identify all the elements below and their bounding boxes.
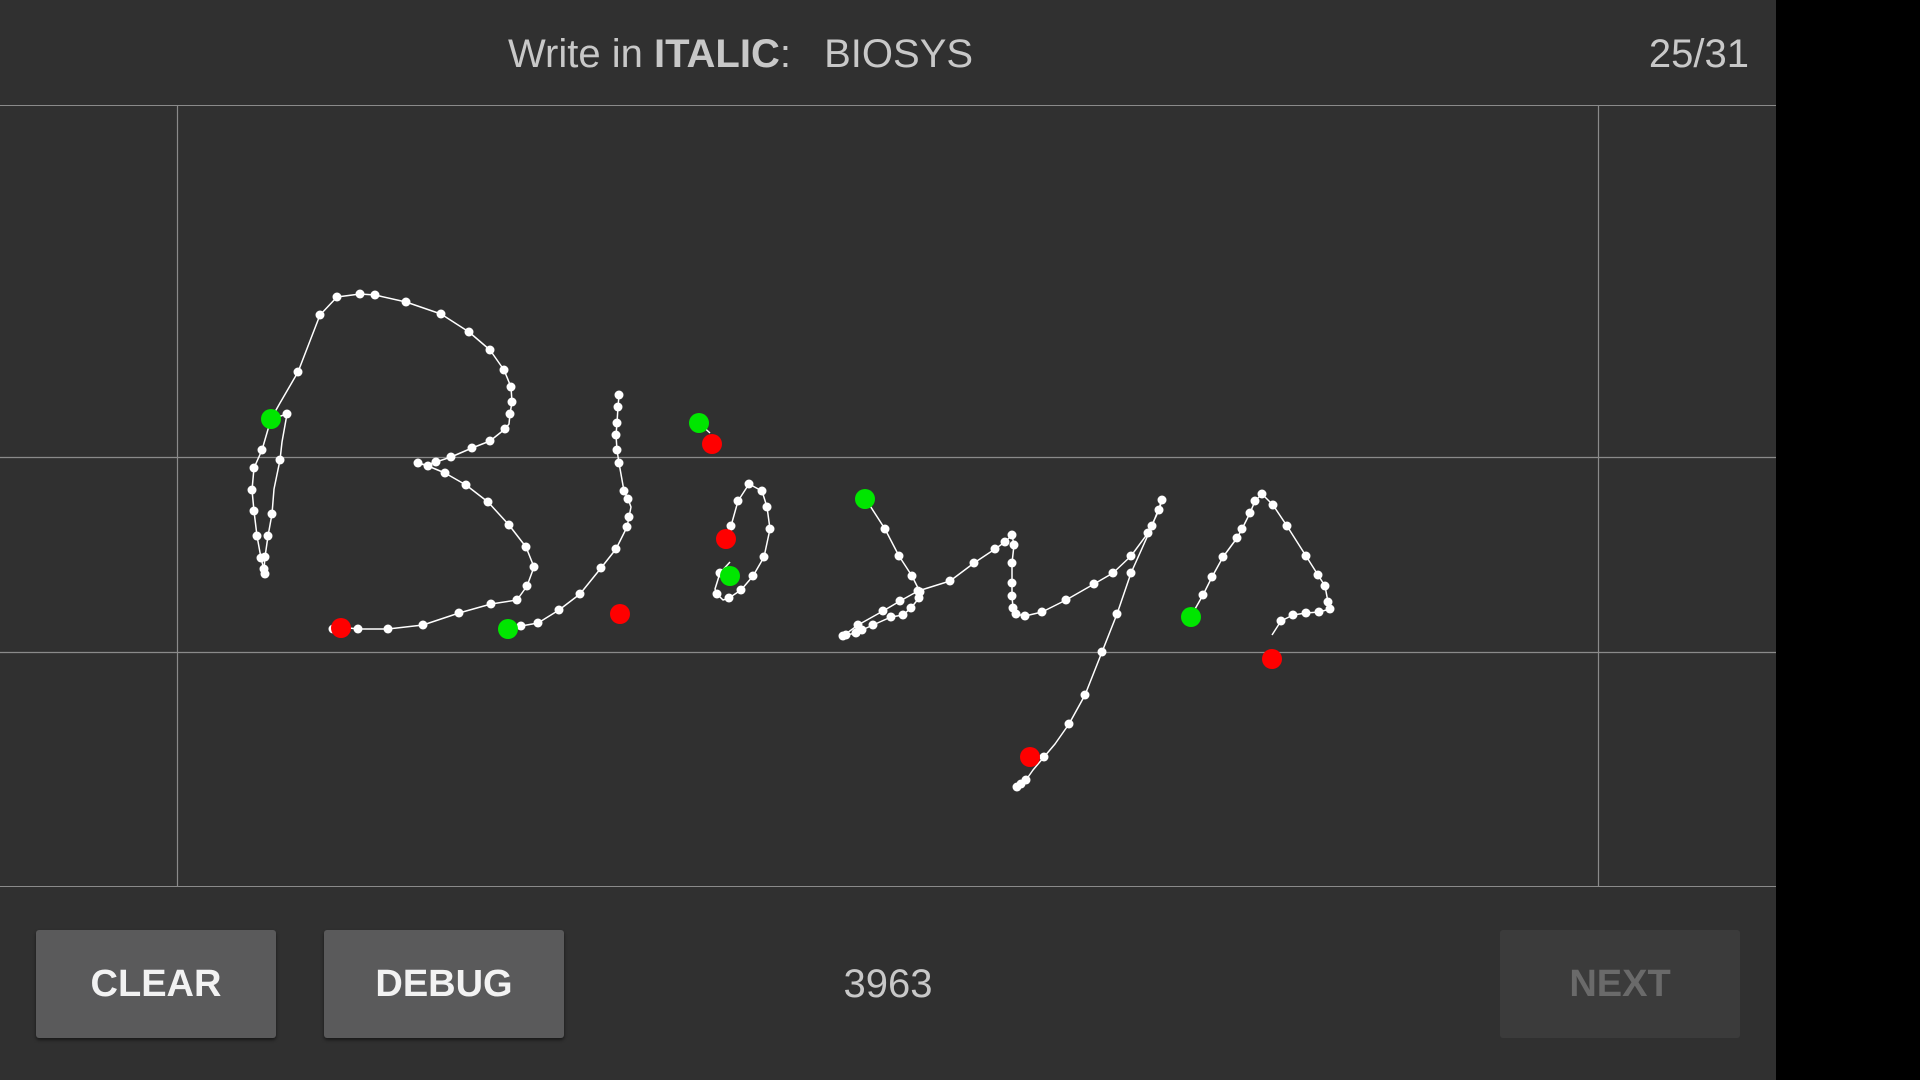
target-word: BIOSYS [824,32,974,76]
end-marker [1262,649,1282,669]
debug-button[interactable]: DEBUG [324,930,564,1038]
stroke-b-stem [263,413,288,575]
end-marker [610,604,630,624]
prompt-prefix: Write in [508,32,643,76]
handwriting-svg[interactable] [0,105,1776,886]
clear-button[interactable]: CLEAR [36,930,276,1038]
start-marker [498,619,518,639]
stroke-end-markers [331,434,1282,767]
end-marker [716,529,736,549]
start-marker [261,409,281,429]
end-marker [331,618,351,638]
prompt-separator: : [779,32,791,76]
ink-points [247,289,1335,792]
score-value: 3963 [843,962,933,1006]
screen-edge [1776,0,1920,1080]
start-marker [1181,607,1201,627]
stroke-b-bowls [251,293,535,630]
progress-counter: 25/31 [1648,32,1749,76]
start-marker [855,489,875,509]
writing-prompt: Write in ITALIC: BIOSYS [508,30,973,78]
end-marker [1020,747,1040,767]
guide-lines [0,105,1776,886]
start-marker [689,413,709,433]
style-name: ITALIC [653,32,780,76]
stroke-start-markers [261,409,1201,639]
header-bar: Write in ITALIC: BIOSYS 25/31 [0,0,1776,106]
drawing-canvas[interactable] [0,105,1776,887]
handwriting-app: Write in ITALIC: BIOSYS 25/31 [0,0,1776,1080]
end-marker [702,434,722,454]
stroke-s [842,497,921,637]
footer-bar: CLEAR DEBUG 3963 NEXT [0,887,1776,1080]
start-marker [720,566,740,586]
next-button[interactable]: NEXT [1500,930,1740,1038]
ink-strokes [251,293,1331,788]
